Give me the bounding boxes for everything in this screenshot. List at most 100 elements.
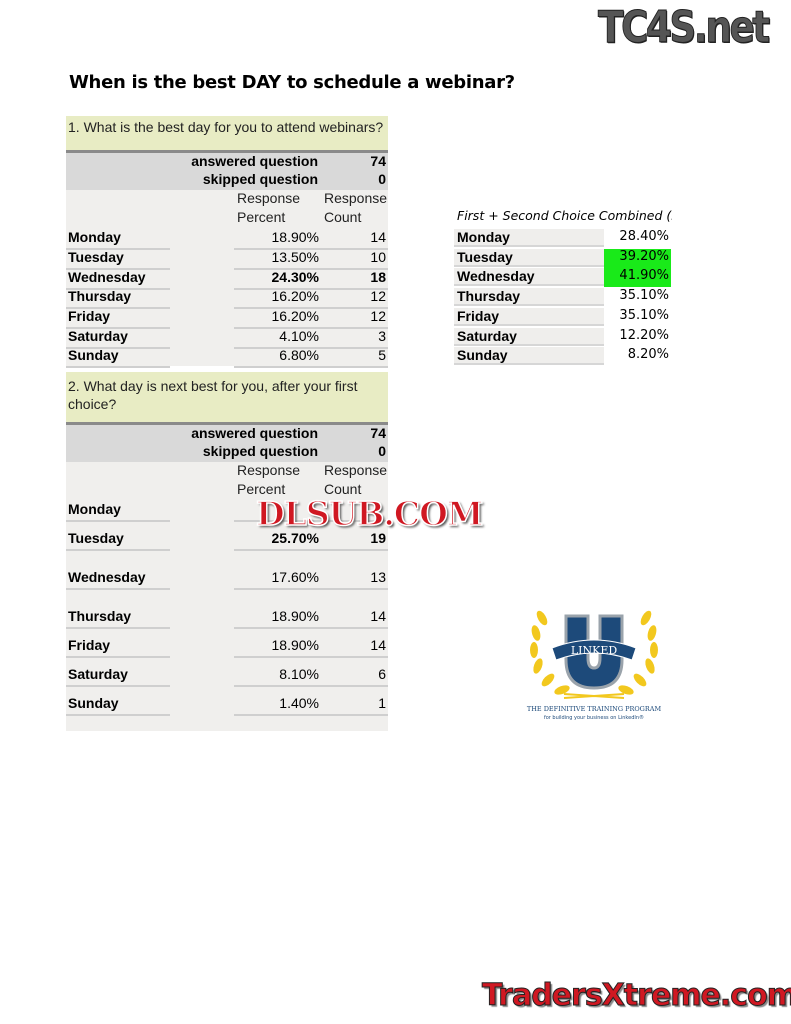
- table-row-friday: Friday 16.20% 12: [66, 308, 388, 329]
- response-count: 14: [370, 637, 386, 653]
- combined-percent: 12.20%: [619, 327, 669, 343]
- skipped-value: 0: [378, 171, 386, 187]
- row-divider: [234, 288, 388, 290]
- row-divider: [66, 347, 170, 349]
- response-percent: 18.90%: [271, 229, 319, 245]
- tradersxtreme-watermark: TradersXtreme.com: [482, 978, 791, 1014]
- response-percent: 16.20%: [271, 288, 319, 304]
- table-row-saturday: Saturday 4.10% 3: [66, 328, 388, 349]
- day-label: Sunday: [454, 347, 604, 366]
- day-label: Friday: [454, 307, 604, 326]
- day-label: Wednesday: [68, 569, 146, 585]
- response-percent: 6.80%: [279, 347, 319, 363]
- response-count: 1: [378, 695, 386, 711]
- table-row-monday: Monday: [66, 501, 388, 522]
- response-percent: 24.30%: [271, 269, 319, 285]
- day-label: Tuesday: [68, 530, 124, 546]
- table-row-friday: Friday 18.90% 14: [66, 637, 388, 658]
- day-label: Monday: [454, 229, 604, 247]
- row-divider: [66, 714, 170, 716]
- day-label: Wednesday: [454, 268, 604, 287]
- q1-question: 1. What is the best day for you to atten…: [66, 116, 388, 153]
- combined-row-thursday: Thursday 35.10%: [454, 288, 671, 307]
- response-percent: 8.10%: [279, 666, 319, 682]
- combined-row-monday: Monday 28.40%: [454, 229, 671, 248]
- response-count: 3: [378, 328, 386, 344]
- combined-percent: 28.40%: [619, 229, 669, 244]
- day-label: Sunday: [68, 695, 119, 711]
- response-count: 12: [370, 288, 386, 304]
- logo-name: LINKED: [571, 644, 618, 657]
- answered-label: answered question: [191, 153, 318, 169]
- answered-value: 74: [370, 425, 386, 441]
- row-divider: [234, 520, 388, 522]
- response-percent: 25.70%: [271, 530, 319, 546]
- row-divider: [66, 248, 170, 250]
- col-response-count: Response Count: [324, 190, 388, 225]
- combined-percent: 35.10%: [619, 307, 669, 323]
- response-percent: 1.40%: [279, 695, 319, 711]
- row-divider: [234, 327, 388, 329]
- combined-row-saturday: Saturday 12.20%: [454, 327, 671, 347]
- page-title: When is the best DAY to schedule a webin…: [69, 72, 515, 93]
- answered-label: answered question: [191, 425, 318, 441]
- day-label: Thursday: [68, 608, 132, 624]
- dlsub-watermark: DLSUB.COM: [255, 493, 484, 534]
- response-count: 5: [378, 347, 386, 363]
- response-percent: 13.50%: [271, 249, 319, 265]
- day-label: Saturday: [68, 328, 128, 344]
- col-response-count: Response Count: [324, 462, 388, 497]
- response-percent: 18.90%: [271, 637, 319, 653]
- day-label: Friday: [68, 637, 111, 653]
- response-percent: 18.90%: [271, 608, 319, 624]
- row-divider: [66, 588, 170, 590]
- row-divider: [234, 307, 388, 309]
- row-divider: [234, 549, 388, 551]
- tc4s-watermark: TC4S.net: [598, 2, 771, 54]
- table-row-sunday: Sunday 6.80% 5: [66, 347, 388, 368]
- row-divider: [234, 714, 388, 716]
- row-divider: [234, 248, 388, 250]
- row-divider: [234, 268, 388, 270]
- day-label: Monday: [68, 229, 121, 245]
- table-row-thursday: Thursday 16.20% 12: [66, 288, 388, 309]
- q2-stats: answered question 74 skipped question 0: [66, 425, 388, 462]
- answered-value: 74: [370, 153, 386, 169]
- skipped-label: skipped question: [202, 443, 318, 459]
- response-count: 10: [370, 249, 386, 265]
- combined-title: First + Second Choice Combined (DAY): [457, 208, 672, 223]
- combined-row-tuesday: Tuesday 39.20%: [454, 248, 671, 268]
- col-response-percent: Response Percent: [237, 462, 301, 497]
- response-percent: 4.10%: [279, 328, 319, 344]
- row-divider: [66, 366, 170, 368]
- q1-stats: answered question 74 skipped question 0: [66, 153, 388, 190]
- row-divider: [234, 656, 388, 658]
- table-row-wednesday: Wednesday 17.60% 13: [66, 569, 388, 590]
- response-count: 18: [370, 269, 386, 285]
- day-label: Tuesday: [454, 248, 604, 267]
- day-label: Tuesday: [68, 249, 124, 265]
- table-row-tuesday: Tuesday 13.50% 10: [66, 249, 388, 270]
- row-divider: [234, 347, 388, 349]
- skipped-value: 0: [378, 443, 386, 459]
- logo-tagline: The Definitive Training Program: [527, 705, 662, 713]
- row-divider: [66, 685, 170, 687]
- day-label: Friday: [68, 308, 111, 324]
- row-divider: [66, 307, 170, 309]
- table-row-sunday: Sunday 1.40% 1: [66, 695, 388, 716]
- day-label: Thursday: [454, 288, 604, 307]
- row-divider: [66, 656, 170, 658]
- linkedu-logo: LINKED The Definitive Training Program f…: [527, 610, 662, 721]
- row-divider: [66, 520, 170, 522]
- combined-row-sunday: Sunday 8.20%: [454, 347, 671, 366]
- response-percent: 16.20%: [271, 308, 319, 324]
- response-count: 19: [370, 530, 386, 546]
- response-count: 14: [370, 229, 386, 245]
- combined-row-wednesday: Wednesday 41.90%: [454, 268, 671, 288]
- row-divider: [66, 327, 170, 329]
- q2-question: 2. What day is next best for you, after …: [66, 372, 388, 425]
- combined-percent: 41.90%: [604, 268, 671, 288]
- day-label: Thursday: [68, 288, 132, 304]
- table-row-saturday: Saturday 8.10% 6: [66, 666, 388, 687]
- day-label: Saturday: [454, 327, 604, 346]
